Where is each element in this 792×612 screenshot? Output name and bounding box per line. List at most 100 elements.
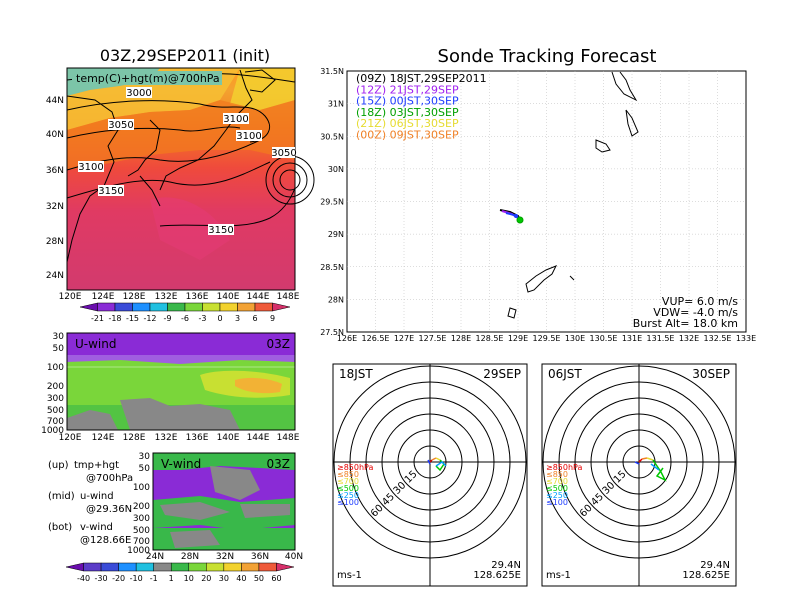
track-lat-ticks: 31.5N 31N 30.5N 30N 29.5N 29N 28.5N 28N 27.5N: [320, 67, 344, 337]
lon-tick-label: 140E: [217, 292, 240, 302]
lon-tick-label: 148E: [277, 433, 300, 443]
pressure-level-label: 700: [47, 417, 64, 427]
temp-colorbar: -21 -18 -15 -12 -9 -6 -3 0 3 6 9: [79, 302, 291, 323]
pressure-level-label: 200: [133, 502, 150, 512]
pressure-level-label: 500: [47, 406, 64, 416]
left-title: 03Z,29SEP2011 (init): [100, 46, 270, 65]
polar-time: 06JST: [548, 367, 582, 381]
lat-tick-label: 29.5N: [320, 198, 344, 207]
lon-tick-label: 127E: [394, 334, 414, 343]
colorbar-swatch: [206, 562, 225, 572]
pressure-level-label: 300: [133, 514, 150, 524]
colorbar-swatch: [153, 562, 172, 572]
colorbar-swatch: [170, 562, 190, 572]
lat-tick-label: 40N: [285, 552, 303, 562]
u-wind-time: 03Z: [267, 337, 291, 351]
colorbar-label: -9: [164, 314, 172, 323]
lon-tick-label: 132E: [155, 292, 178, 302]
colorbar-swatch: [149, 302, 168, 312]
level-legend-entry: ≤850: [546, 470, 568, 479]
legend-entry: (18Z) 03JST,30SEP: [356, 106, 459, 119]
lon-tick-label: 120E: [59, 433, 82, 443]
colorbar-label: -10: [130, 574, 143, 583]
lon-tick-label: 148E: [277, 292, 300, 302]
polar-lon: 128.625E: [473, 570, 521, 581]
lat-tick-label: 31.5N: [320, 67, 344, 76]
colorbar-label: -21: [91, 314, 104, 323]
legend-entry: (21Z) 06JST,30SEP: [356, 117, 459, 130]
colorbar-swatch: [65, 562, 84, 572]
u-wind-label: U-wind: [75, 337, 116, 351]
contour-label: 3100: [236, 131, 261, 142]
hodograph-segment: [641, 457, 648, 460]
contour-label: 3000: [126, 88, 151, 99]
lon-tick-label: 128.5E: [476, 334, 504, 343]
lat-tick-label: 44N: [46, 96, 64, 106]
lat-tick-label: 28N: [181, 552, 199, 562]
legend-entry: (00Z) 09JST,30SEP: [356, 129, 459, 142]
v-wind-label: V-wind: [161, 457, 201, 471]
lat-tick-label: 28N: [46, 237, 64, 247]
level-legend-entry: ≤500: [546, 484, 568, 493]
lon-tick-label: 144E: [247, 433, 270, 443]
note-at: @700hPa: [86, 473, 133, 484]
pressure-level-label: 200: [47, 382, 64, 392]
lon-tick-label: 128E: [123, 292, 146, 302]
hodograph-segment: [634, 461, 640, 465]
polar-time: 18JST: [339, 367, 373, 381]
colorbar-label: -15: [126, 314, 139, 323]
v-wind-lat-ticks: 24N 28N 32N 36N 40N: [146, 552, 303, 562]
lat-tick-label: 31N: [328, 100, 344, 109]
lon-tick-label: 124E: [92, 433, 115, 443]
param-vup: VUP= 6.0 m/s: [662, 295, 738, 308]
polar-lon: 128.625E: [682, 570, 730, 581]
colorbar-swatch: [272, 302, 291, 312]
colorbar-label: -40: [77, 574, 90, 583]
level-legend-entry: ≤700: [546, 477, 568, 486]
hodograph-segment: [431, 457, 437, 461]
lon-tick-label: 136E: [186, 292, 209, 302]
colorbar-swatch: [276, 562, 295, 572]
lat-tick-label: 24N: [146, 552, 164, 562]
contour-label: 3150: [208, 225, 233, 236]
pressure-level-label: 1000: [41, 426, 64, 436]
pressure-level-label: 500: [133, 526, 150, 536]
contour-label: 3100: [78, 162, 103, 173]
colorbar-label: 50: [254, 574, 264, 583]
pressure-level-label: 300: [47, 394, 64, 404]
level-legend-entry: ≤100: [546, 498, 568, 507]
lon-tick-label: 144E: [247, 292, 270, 302]
colorbar-swatch: [223, 562, 242, 572]
lat-tick-label: 32N: [46, 202, 64, 212]
colorbar-label: 40: [236, 574, 246, 583]
level-legend-entry: ≤250: [546, 491, 568, 500]
note-tag: (mid): [48, 491, 75, 502]
contour-label: 3050: [108, 120, 133, 131]
polar-right: 06JST 30SEP15304560≥850hPa≤850≤700≤500≤25…: [541, 363, 737, 587]
hodograph-segment: [429, 459, 433, 463]
pressure-level-label: 50: [53, 344, 65, 354]
polar-unit: ms-1: [546, 570, 571, 581]
level-legend-entry: ≥850hPa: [546, 463, 583, 472]
lon-tick-label: 132E: [679, 334, 699, 343]
colorbar-label: -20: [112, 574, 125, 583]
contour-label: 3150: [98, 186, 123, 197]
track-lon-ticks: 126E 126.5E 127E 127.5E 128E 128.5E 129E 129.5E…: [337, 334, 756, 343]
level-legend-entry: ≤250: [337, 491, 359, 500]
lat-tick-label: 40N: [46, 130, 64, 140]
colorbar-label: -30: [95, 574, 108, 583]
right-title: Sonde Tracking Forecast: [438, 46, 657, 67]
colorbar-swatch: [132, 302, 151, 312]
colorbar-swatch: [79, 302, 98, 312]
colorbar-swatch: [254, 302, 273, 312]
lat-tick-label: 29N: [328, 230, 344, 239]
level-legend-entry: ≤500: [337, 484, 359, 493]
colorbar-swatch: [237, 302, 256, 312]
colorbar-swatch: [135, 562, 154, 572]
colorbar-swatch: [202, 302, 221, 312]
colorbar-label: -6: [181, 314, 189, 323]
colorbar-label: 9: [270, 314, 275, 323]
level-legend-entry: ≥850hPa: [337, 463, 374, 472]
pressure-level-label: 700: [133, 537, 150, 547]
v-wind-time: 03Z: [267, 457, 291, 471]
